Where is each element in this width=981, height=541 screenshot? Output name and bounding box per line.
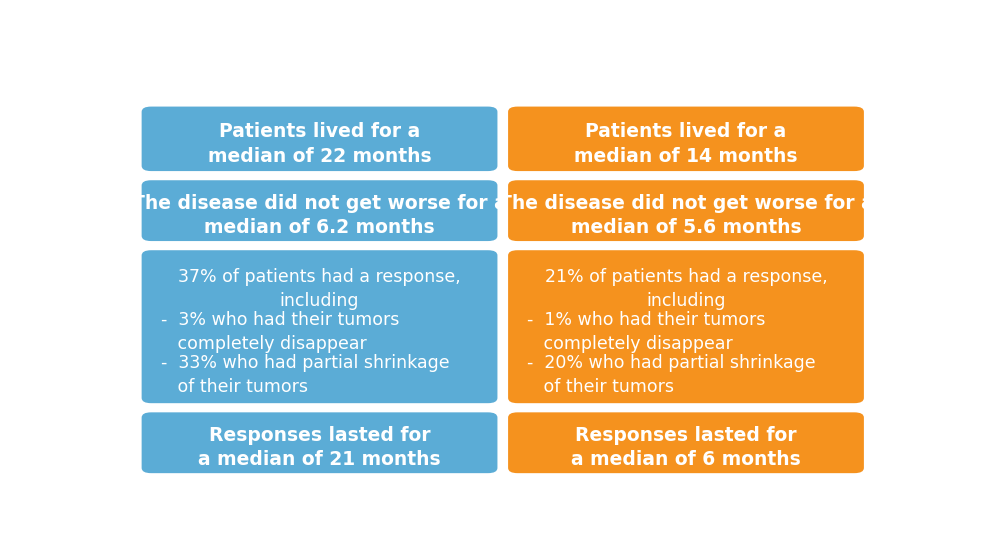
Text: -  20% who had partial shrinkage
   of their tumors: - 20% who had partial shrinkage of their… — [527, 354, 816, 396]
FancyBboxPatch shape — [141, 107, 497, 171]
Text: -  1% who had their tumors
   completely disappear: - 1% who had their tumors completely dis… — [527, 312, 765, 353]
FancyBboxPatch shape — [141, 180, 497, 241]
FancyBboxPatch shape — [508, 180, 864, 241]
FancyBboxPatch shape — [141, 412, 497, 473]
Text: Patients lived for a
median of 14 months: Patients lived for a median of 14 months — [574, 122, 798, 166]
Text: -  3% who had their tumors
   completely disappear: - 3% who had their tumors completely dis… — [161, 312, 399, 353]
Text: The disease did not get worse for a
median of 6.2 months: The disease did not get worse for a medi… — [132, 194, 507, 237]
Text: Patients lived for a
median of 22 months: Patients lived for a median of 22 months — [208, 122, 432, 166]
FancyBboxPatch shape — [508, 250, 864, 403]
Text: Responses lasted for
a median of 21 months: Responses lasted for a median of 21 mont… — [198, 426, 440, 470]
Text: 37% of patients had a response,
including: 37% of patients had a response, includin… — [179, 268, 461, 310]
Text: -  33% who had partial shrinkage
   of their tumors: - 33% who had partial shrinkage of their… — [161, 354, 449, 396]
Text: Responses lasted for
a median of 6 months: Responses lasted for a median of 6 month… — [571, 426, 800, 470]
FancyBboxPatch shape — [508, 412, 864, 473]
FancyBboxPatch shape — [508, 107, 864, 171]
Text: 21% of patients had a response,
including: 21% of patients had a response, includin… — [544, 268, 827, 310]
FancyBboxPatch shape — [141, 250, 497, 403]
Text: The disease did not get worse for a
median of 5.6 months: The disease did not get worse for a medi… — [498, 194, 873, 237]
